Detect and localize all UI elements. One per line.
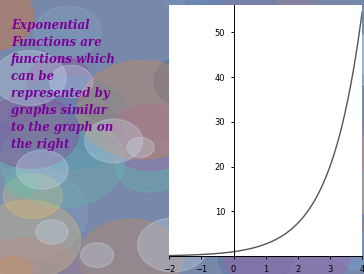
Text: Exponential
Functions are
functions which
can be
represented by
graphs similar
t: Exponential Functions are functions whic…: [11, 19, 116, 151]
Circle shape: [219, 231, 292, 274]
Circle shape: [336, 216, 364, 238]
Circle shape: [177, 98, 286, 180]
Circle shape: [309, 48, 344, 75]
Circle shape: [50, 65, 93, 98]
Circle shape: [106, 104, 194, 170]
Circle shape: [0, 95, 79, 168]
Circle shape: [304, 221, 339, 247]
Circle shape: [238, 112, 268, 134]
Circle shape: [318, 35, 364, 86]
Circle shape: [84, 119, 143, 163]
Circle shape: [79, 219, 182, 274]
Circle shape: [0, 114, 124, 207]
Circle shape: [115, 140, 185, 192]
Circle shape: [207, 57, 270, 105]
Circle shape: [5, 172, 38, 197]
Circle shape: [0, 257, 32, 274]
Circle shape: [127, 137, 154, 158]
Circle shape: [36, 220, 68, 244]
Circle shape: [270, 133, 327, 175]
Circle shape: [0, 238, 86, 274]
Circle shape: [16, 150, 68, 189]
Circle shape: [226, 145, 311, 210]
Circle shape: [35, 6, 102, 57]
Circle shape: [186, 0, 276, 39]
Circle shape: [234, 154, 325, 222]
Circle shape: [214, 0, 325, 69]
Circle shape: [166, 0, 206, 18]
Circle shape: [333, 231, 364, 269]
Circle shape: [0, 166, 88, 259]
Circle shape: [216, 30, 252, 56]
Circle shape: [307, 28, 364, 80]
Circle shape: [81, 243, 114, 268]
Circle shape: [77, 61, 208, 159]
Circle shape: [194, 63, 226, 86]
Circle shape: [0, 200, 80, 274]
Circle shape: [328, 135, 364, 215]
Circle shape: [0, 121, 15, 153]
Circle shape: [223, 203, 351, 274]
Circle shape: [252, 107, 364, 196]
Circle shape: [0, 51, 66, 105]
Circle shape: [277, 110, 364, 184]
Circle shape: [3, 174, 63, 218]
Circle shape: [28, 57, 92, 106]
Circle shape: [0, 0, 34, 51]
Circle shape: [9, 103, 68, 148]
Circle shape: [174, 105, 302, 202]
Circle shape: [62, 105, 122, 151]
Circle shape: [267, 109, 310, 141]
Circle shape: [202, 143, 294, 213]
Circle shape: [184, 87, 233, 124]
Circle shape: [32, 261, 65, 274]
Circle shape: [138, 218, 209, 272]
Circle shape: [8, 76, 131, 169]
Circle shape: [154, 54, 226, 109]
